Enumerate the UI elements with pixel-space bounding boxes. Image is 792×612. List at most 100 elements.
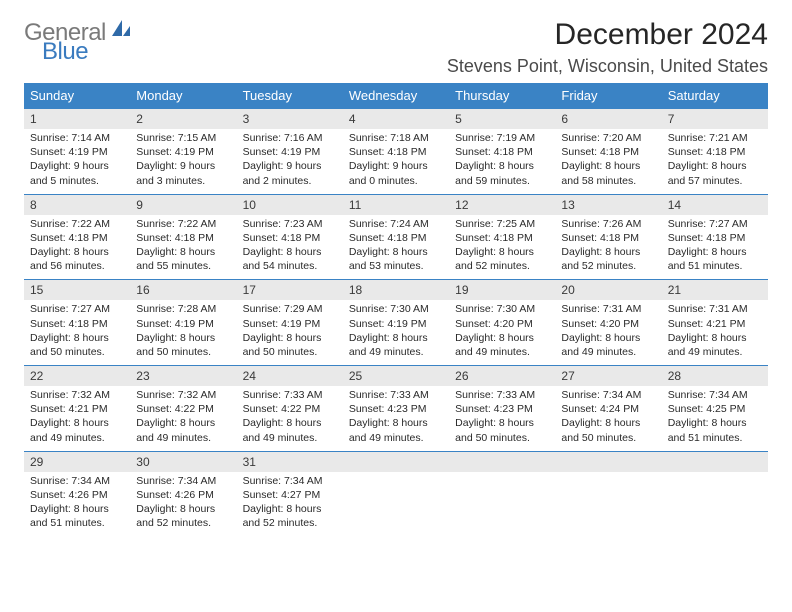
week-row: 1Sunrise: 7:14 AMSunset: 4:19 PMDaylight… xyxy=(24,108,768,194)
day-body: Sunrise: 7:32 AMSunset: 4:21 PMDaylight:… xyxy=(24,386,130,451)
day-number: 7 xyxy=(662,108,768,129)
sunrise-line: Sunrise: 7:27 AM xyxy=(668,217,762,231)
day-body: Sunrise: 7:20 AMSunset: 4:18 PMDaylight:… xyxy=(555,129,661,194)
logo-word-2: Blue xyxy=(42,41,106,63)
sunrise-line: Sunrise: 7:22 AM xyxy=(136,217,230,231)
day-cell: 5Sunrise: 7:19 AMSunset: 4:18 PMDaylight… xyxy=(449,108,555,194)
sunrise-line: Sunrise: 7:15 AM xyxy=(136,131,230,145)
sail-icon xyxy=(110,18,132,45)
sunset-line: Sunset: 4:21 PM xyxy=(30,402,124,416)
day-body: Sunrise: 7:34 AMSunset: 4:26 PMDaylight:… xyxy=(24,472,130,537)
sunset-line: Sunset: 4:18 PM xyxy=(136,231,230,245)
day-cell: 4Sunrise: 7:18 AMSunset: 4:18 PMDaylight… xyxy=(343,108,449,194)
day-number: 23 xyxy=(130,365,236,386)
day-body: Sunrise: 7:22 AMSunset: 4:18 PMDaylight:… xyxy=(24,215,130,280)
sunrise-line: Sunrise: 7:21 AM xyxy=(668,131,762,145)
day-body: Sunrise: 7:27 AMSunset: 4:18 PMDaylight:… xyxy=(24,300,130,365)
day-body: Sunrise: 7:15 AMSunset: 4:19 PMDaylight:… xyxy=(130,129,236,194)
day-number: 11 xyxy=(343,194,449,215)
daylight-line: Daylight: 8 hours and 52 minutes. xyxy=(561,245,655,273)
page: General Blue December 2024 Stevens Point… xyxy=(0,0,792,612)
sunrise-line: Sunrise: 7:18 AM xyxy=(349,131,443,145)
day-body: Sunrise: 7:14 AMSunset: 4:19 PMDaylight:… xyxy=(24,129,130,194)
day-body: Sunrise: 7:18 AMSunset: 4:18 PMDaylight:… xyxy=(343,129,449,194)
day-number: 28 xyxy=(662,365,768,386)
day-number: 29 xyxy=(24,451,130,472)
day-cell: 21Sunrise: 7:31 AMSunset: 4:21 PMDayligh… xyxy=(662,279,768,365)
sunrise-line: Sunrise: 7:33 AM xyxy=(349,388,443,402)
daylight-line: Daylight: 8 hours and 56 minutes. xyxy=(30,245,124,273)
sunset-line: Sunset: 4:19 PM xyxy=(349,317,443,331)
sunset-line: Sunset: 4:26 PM xyxy=(136,488,230,502)
header: General Blue December 2024 Stevens Point… xyxy=(24,18,768,77)
day-cell: 9Sunrise: 7:22 AMSunset: 4:18 PMDaylight… xyxy=(130,194,236,280)
day-body: Sunrise: 7:30 AMSunset: 4:20 PMDaylight:… xyxy=(449,300,555,365)
week-row: 15Sunrise: 7:27 AMSunset: 4:18 PMDayligh… xyxy=(24,279,768,365)
daylight-line: Daylight: 8 hours and 51 minutes. xyxy=(668,416,762,444)
day-body: Sunrise: 7:26 AMSunset: 4:18 PMDaylight:… xyxy=(555,215,661,280)
day-body: Sunrise: 7:32 AMSunset: 4:22 PMDaylight:… xyxy=(130,386,236,451)
day-body: Sunrise: 7:25 AMSunset: 4:18 PMDaylight:… xyxy=(449,215,555,280)
day-cell: 8Sunrise: 7:22 AMSunset: 4:18 PMDaylight… xyxy=(24,194,130,280)
day-cell: 27Sunrise: 7:34 AMSunset: 4:24 PMDayligh… xyxy=(555,365,661,451)
day-number: 20 xyxy=(555,279,661,300)
daylight-line: Daylight: 8 hours and 53 minutes. xyxy=(349,245,443,273)
sunset-line: Sunset: 4:20 PM xyxy=(561,317,655,331)
day-body: Sunrise: 7:31 AMSunset: 4:20 PMDaylight:… xyxy=(555,300,661,365)
day-cell: 19Sunrise: 7:30 AMSunset: 4:20 PMDayligh… xyxy=(449,279,555,365)
day-number: 26 xyxy=(449,365,555,386)
daylight-line: Daylight: 8 hours and 49 minutes. xyxy=(349,331,443,359)
weekday-cell: Sunday xyxy=(24,83,130,108)
weekday-cell: Wednesday xyxy=(343,83,449,108)
sunset-line: Sunset: 4:18 PM xyxy=(668,145,762,159)
day-cell: 25Sunrise: 7:33 AMSunset: 4:23 PMDayligh… xyxy=(343,365,449,451)
sunset-line: Sunset: 4:18 PM xyxy=(349,231,443,245)
day-cell: 6Sunrise: 7:20 AMSunset: 4:18 PMDaylight… xyxy=(555,108,661,194)
day-number: 5 xyxy=(449,108,555,129)
weekday-cell: Monday xyxy=(130,83,236,108)
sunset-line: Sunset: 4:18 PM xyxy=(561,145,655,159)
daylight-line: Daylight: 8 hours and 52 minutes. xyxy=(243,502,337,530)
day-cell: 23Sunrise: 7:32 AMSunset: 4:22 PMDayligh… xyxy=(130,365,236,451)
day-number: 16 xyxy=(130,279,236,300)
week-row: 22Sunrise: 7:32 AMSunset: 4:21 PMDayligh… xyxy=(24,365,768,451)
sunrise-line: Sunrise: 7:25 AM xyxy=(455,217,549,231)
day-body: Sunrise: 7:24 AMSunset: 4:18 PMDaylight:… xyxy=(343,215,449,280)
day-number xyxy=(449,451,555,472)
day-body xyxy=(662,472,768,530)
daylight-line: Daylight: 9 hours and 3 minutes. xyxy=(136,159,230,187)
day-body: Sunrise: 7:22 AMSunset: 4:18 PMDaylight:… xyxy=(130,215,236,280)
sunset-line: Sunset: 4:21 PM xyxy=(668,317,762,331)
sunset-line: Sunset: 4:20 PM xyxy=(455,317,549,331)
day-number: 3 xyxy=(237,108,343,129)
sunset-line: Sunset: 4:23 PM xyxy=(455,402,549,416)
day-number: 10 xyxy=(237,194,343,215)
sunrise-line: Sunrise: 7:31 AM xyxy=(668,302,762,316)
sunrise-line: Sunrise: 7:14 AM xyxy=(30,131,124,145)
sunrise-line: Sunrise: 7:20 AM xyxy=(561,131,655,145)
sunset-line: Sunset: 4:18 PM xyxy=(349,145,443,159)
sunrise-line: Sunrise: 7:22 AM xyxy=(30,217,124,231)
sunset-line: Sunset: 4:18 PM xyxy=(561,231,655,245)
day-number: 15 xyxy=(24,279,130,300)
day-number: 14 xyxy=(662,194,768,215)
daylight-line: Daylight: 8 hours and 49 minutes. xyxy=(561,331,655,359)
sunrise-line: Sunrise: 7:29 AM xyxy=(243,302,337,316)
day-cell: 20Sunrise: 7:31 AMSunset: 4:20 PMDayligh… xyxy=(555,279,661,365)
day-number: 17 xyxy=(237,279,343,300)
day-number: 25 xyxy=(343,365,449,386)
day-number: 19 xyxy=(449,279,555,300)
sunset-line: Sunset: 4:19 PM xyxy=(243,145,337,159)
day-body: Sunrise: 7:34 AMSunset: 4:25 PMDaylight:… xyxy=(662,386,768,451)
day-cell: 28Sunrise: 7:34 AMSunset: 4:25 PMDayligh… xyxy=(662,365,768,451)
week-row: 29Sunrise: 7:34 AMSunset: 4:26 PMDayligh… xyxy=(24,451,768,537)
sunset-line: Sunset: 4:24 PM xyxy=(561,402,655,416)
daylight-line: Daylight: 8 hours and 51 minutes. xyxy=(668,245,762,273)
day-body: Sunrise: 7:31 AMSunset: 4:21 PMDaylight:… xyxy=(662,300,768,365)
sunset-line: Sunset: 4:19 PM xyxy=(136,317,230,331)
day-cell: 3Sunrise: 7:16 AMSunset: 4:19 PMDaylight… xyxy=(237,108,343,194)
daylight-line: Daylight: 8 hours and 50 minutes. xyxy=(136,331,230,359)
day-cell: 30Sunrise: 7:34 AMSunset: 4:26 PMDayligh… xyxy=(130,451,236,537)
day-body: Sunrise: 7:16 AMSunset: 4:19 PMDaylight:… xyxy=(237,129,343,194)
day-number: 27 xyxy=(555,365,661,386)
